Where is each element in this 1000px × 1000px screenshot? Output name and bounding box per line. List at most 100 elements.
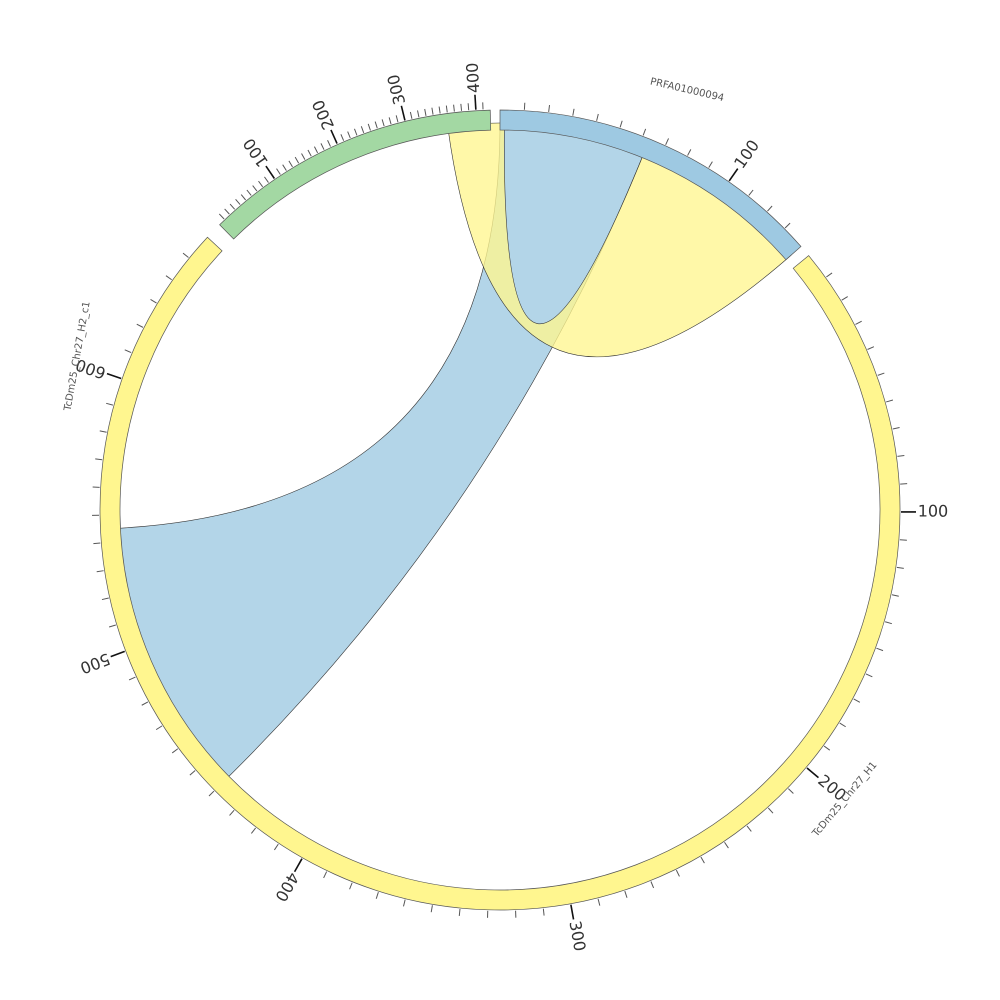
tick-h2-270 [381,119,385,127]
tick-h2-130 [288,160,293,168]
tick-prfa-120 [767,205,773,212]
tick-h1-280 [624,890,628,898]
tick-h2-70 [252,185,258,192]
tick-h2-140 [294,156,300,164]
tick-h2-290 [395,115,399,123]
tick-h1-160 [865,673,873,678]
tick-h2-400 [474,94,477,110]
tick-h2-330 [424,108,427,116]
tick-h2-350 [438,106,441,114]
tick-h1-180 [839,722,846,728]
tick-h1-60 [886,399,894,403]
tick-label-h2-300: 300 [384,72,410,106]
tick-h1-190 [823,745,831,751]
tick-h2-200 [330,129,338,144]
tick-prfa-40 [596,113,599,121]
tick-h1-80 [897,454,905,457]
tick-h1-240 [724,841,729,849]
tick-label-h2-400: 400 [463,62,484,94]
tick-h1-150 [876,647,884,652]
tick-h2-30 [229,203,236,210]
tick-h2-120 [282,164,287,171]
tick-h1-580 [99,430,107,433]
tick-h1-350 [430,905,433,913]
sequence-label-h2: TcDm25_Chr27_H2_c1 [62,301,92,413]
tick-h2-40 [235,198,241,205]
tick-prfa-60 [642,128,647,136]
tick-h2-390 [467,103,470,111]
tick-h2-260 [374,121,378,129]
tick-prfa-130 [784,222,791,229]
tick-h1-570 [95,458,103,461]
tick-prfa-80 [687,149,692,156]
tick-prfa-100 [728,168,739,182]
tick-h2-170 [313,146,319,154]
tick-prfa-50 [619,120,623,128]
tick-h1-20 [841,296,848,301]
link-prfa-h1-0 [113,122,646,782]
tick-prfa-90 [708,161,713,168]
tick-prfa-70 [665,138,670,146]
tick-h2-20 [224,208,230,215]
tick-h2-230 [354,128,358,136]
tick-prfa-20 [548,104,551,113]
tick-h1-430 [229,809,235,816]
tick-h1-310 [542,908,545,916]
tick-h1-650 [182,252,189,258]
tick-h2-100 [265,165,276,179]
tick-prfa-110 [748,189,754,196]
tick-h1-540 [93,542,101,545]
tick-h2-10 [218,213,225,220]
tick-h2-150 [301,153,306,160]
sequence-label-prfa: PRFA01000094 [649,76,725,104]
tick-h1-390 [323,871,328,879]
tick-label-h1-300: 300 [565,919,589,952]
segment-h2 [219,109,492,240]
tick-h2-380 [460,103,463,111]
tick-h2-80 [258,180,264,188]
tick-h1-380 [349,882,353,890]
tick-h1-640 [165,275,172,281]
tick-h2-310 [409,111,413,119]
tick-h1-250 [700,856,705,864]
tick-label-h2-200: 200 [308,97,338,133]
tick-h1-480 [141,701,149,706]
segment-h1 [99,236,901,911]
tick-h1-170 [853,698,861,703]
tick-h1-440 [208,790,215,797]
tick-h2-320 [417,110,420,118]
tick-h1-600 [106,372,122,380]
tick-h2-110 [276,168,281,175]
tick-h1-50 [877,372,885,376]
tick-h2-160 [307,149,312,157]
tick-h2-300 [400,105,406,121]
segment-prfa [499,109,802,261]
tick-h2-60 [246,189,252,196]
tick-h1-70 [892,427,900,430]
tick-h1-630 [150,299,157,304]
tick-h1-290 [597,898,601,906]
tick-h2-180 [320,143,325,150]
tick-h1-590 [106,402,114,406]
tick-h2-50 [240,194,247,201]
tick-h1-220 [767,807,774,814]
tick-h1-490 [128,676,136,681]
tick-h1-210 [787,788,794,794]
tick-h1-300 [570,904,575,920]
tick-h1-120 [896,566,904,569]
ideograms-layer [99,109,901,911]
tick-h2-360 [445,105,448,113]
tick-h1-110 [899,539,907,541]
tick-label-h1-500: 500 [77,649,112,678]
tick-h1-270 [650,881,655,889]
tick-label-prfa-100: 100 [730,136,763,172]
tick-h1-140 [884,621,892,625]
tick-label-h1-100: 100 [918,501,949,520]
tick-h1-450 [189,770,196,776]
tick-h1-460 [171,748,179,754]
tick-h1-510 [108,624,116,628]
tick-h2-190 [327,140,331,147]
tick-prfa-30 [572,108,575,116]
tick-h1-30 [855,320,862,325]
